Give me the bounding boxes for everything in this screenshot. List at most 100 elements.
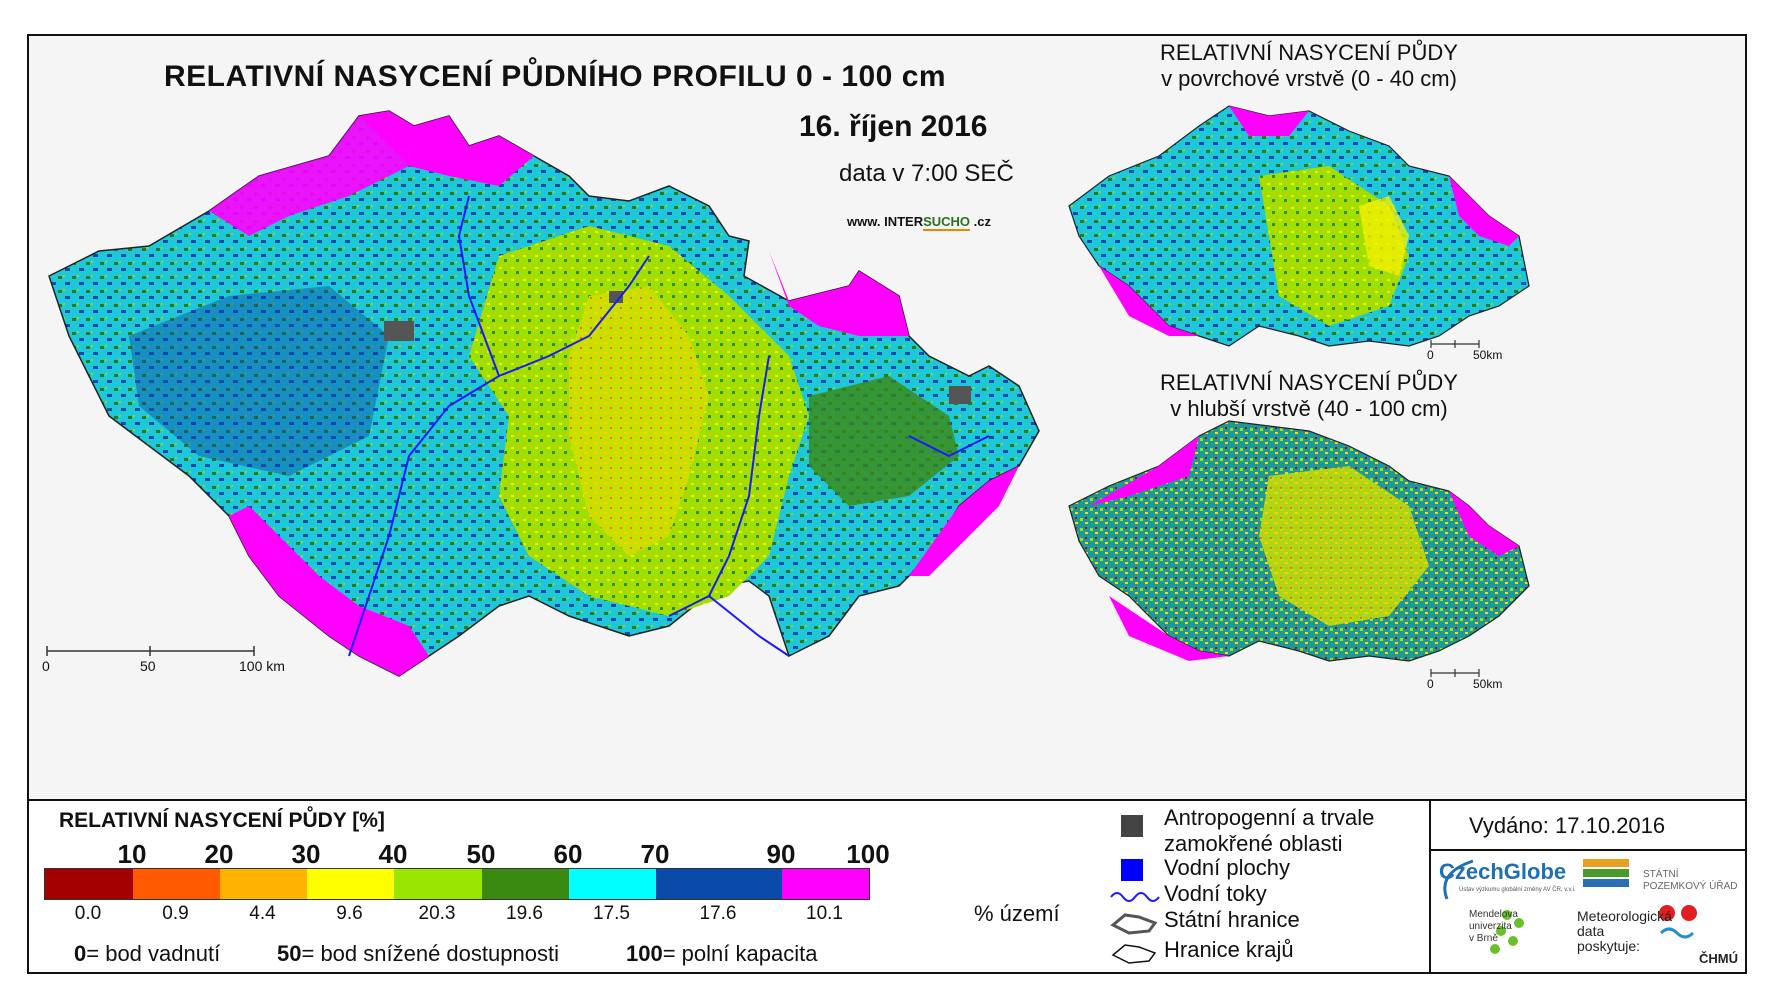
legend-percent-value: 17.5 — [593, 903, 630, 924]
legend-color-swatch — [133, 869, 220, 899]
czechglobe-logo-arc — [1443, 859, 1474, 900]
inset-top-title-line1: RELATIVNÍ NASYCENÍ PŮDY — [1160, 40, 1458, 65]
spu-logo-line2: POZEMKOVÝ ÚŘAD — [1643, 881, 1738, 892]
water-label: Vodní plochy — [1164, 855, 1290, 880]
map-time-note: data v 7:00 SEČ — [839, 160, 1014, 187]
legend-color-swatch — [394, 869, 482, 899]
inset-bottom-scale-50: 50km — [1473, 677, 1503, 691]
mendel-logo-dot — [1508, 936, 1518, 946]
main-scale-bar — [46, 646, 255, 656]
legend-color-swatch — [482, 869, 569, 899]
definition-capacity: 100= polní kapacita — [626, 941, 817, 967]
legend-tick-label: 20 — [204, 839, 234, 869]
inset-map-surface — [1068, 105, 1530, 347]
mendel-logo-line1: Mendelova — [1469, 909, 1518, 920]
main-scale-50: 50 — [140, 658, 156, 674]
map-panel: RELATIVNÍ NASYCENÍ PŮDNÍHO PROFILU 0 - 1… — [29, 36, 1745, 801]
legend-tick-label: 100 — [846, 839, 890, 869]
inset-bottom-title-line2: v hlubší vrstvě (40 - 100 cm) — [1170, 396, 1448, 421]
legend-percent-value: 9.6 — [336, 903, 363, 924]
website-suffix: .cz — [970, 214, 991, 229]
legend-percent-value: 10.1 — [806, 903, 843, 924]
spu-logo-bar2 — [1583, 869, 1629, 877]
mendel-logo: Mendelova univerzita v Brně — [1469, 909, 1518, 945]
legend-tick-label: 10 — [117, 839, 147, 869]
main-scale-0: 0 — [42, 658, 50, 674]
legend-percent-value: 20.3 — [418, 903, 456, 924]
chmu-logo: ČHMÚ — [1699, 951, 1738, 966]
legend-color-bar — [44, 868, 870, 900]
chmu-logo-wave — [1659, 927, 1695, 939]
main-map-svg — [46, 105, 1530, 677]
chmu-logo-dot — [1659, 905, 1675, 921]
mendel-logo-dot — [1496, 926, 1506, 936]
inset-top-title: RELATIVNÍ NASYCENÍ PŮDY v povrchové vrst… — [1129, 40, 1489, 92]
mendel-logo-dot — [1502, 910, 1512, 920]
website-link[interactable]: www. INTERSUCHO .cz — [847, 214, 991, 231]
legend-divider-horizontal — [1429, 849, 1745, 851]
website-highlight: SUCHO — [923, 214, 971, 231]
state-border-icon — [1110, 913, 1158, 935]
spu-logo-line1: STÁTNÍ — [1643, 869, 1679, 880]
definition-capacity-text: = polní kapacita — [662, 941, 818, 966]
definition-reduced: 50= bod snížené dostupnosti — [277, 941, 559, 967]
met-data-note: Meteorologická data poskytuje: — [1577, 909, 1672, 954]
definition-reduced-value: 50 — [277, 941, 302, 966]
main-map — [48, 110, 1040, 677]
map-date: 16. říjen 2016 — [799, 110, 988, 143]
legend-percent-unit: % území — [974, 901, 1060, 926]
border-symbols — [1110, 892, 1160, 964]
mendel-logo-line3: v Brně — [1469, 933, 1498, 944]
spu-logo-bar1 — [1583, 859, 1629, 867]
inset-bottom-title-line1: RELATIVNÍ NASYCENÍ PŮDY — [1160, 370, 1458, 395]
spu-logo: STÁTNÍ POZEMKOVÝ ÚŘAD — [1643, 869, 1737, 893]
water-swatch — [1121, 859, 1143, 881]
met-data-note-line2: data — [1577, 923, 1605, 939]
legend-tick-label: 30 — [291, 839, 321, 869]
legend-color-swatch — [220, 869, 307, 899]
mendel-logo-dot — [1514, 918, 1524, 928]
czechglobe-subtitle: Ústav výzkumu globální změny AV ČR, v.v.… — [1459, 887, 1576, 893]
met-data-note-line1: Meteorologická — [1577, 908, 1672, 924]
main-title: RELATIVNÍ NASYCENÍ PŮDNÍHO PROFILU 0 - 1… — [164, 60, 947, 93]
mendel-logo-line2: univerzita — [1469, 921, 1512, 932]
anthropogenic-swatch — [1121, 815, 1143, 837]
legend-color-swatch — [569, 869, 656, 899]
inset-bottom-scale-bar — [1430, 669, 1480, 677]
legend-percent-value: 17.6 — [699, 903, 737, 924]
inset-map-deep — [1068, 420, 1530, 662]
inset-top-scale-bar — [1430, 340, 1480, 348]
inset-bottom-title: RELATIVNÍ NASYCENÍ PŮDY v hlubší vrstvě … — [1129, 370, 1489, 422]
spu-logo-bar3 — [1583, 879, 1629, 887]
region-border-icon — [1111, 944, 1157, 964]
website-prefix: www. INTER — [847, 214, 924, 229]
met-data-note-line3: poskytuje: — [1577, 938, 1641, 954]
logo-graphics — [1443, 859, 1697, 954]
legend-tick-label: 40 — [378, 839, 408, 869]
issued-date: Vydáno: 17.10.2016 — [1469, 813, 1666, 838]
inset-top-scale-0: 0 — [1427, 348, 1434, 362]
legend-percent-value: 4.4 — [249, 903, 276, 924]
inset-top-title-line2: v povrchové vrstvě (0 - 40 cm) — [1161, 66, 1457, 91]
definition-wilting-text: = bod vadnutí — [86, 941, 221, 966]
legend-color-swatch — [45, 869, 133, 899]
mendel-logo-dot — [1490, 944, 1500, 954]
figure-frame: RELATIVNÍ NASYCENÍ PŮDNÍHO PROFILU 0 - 1… — [27, 34, 1747, 974]
legend-divider-vertical — [1429, 801, 1431, 972]
legend-tick-label: 90 — [766, 839, 796, 869]
rivers-label: Vodní toky — [1164, 881, 1267, 906]
legend-title: RELATIVNÍ NASYCENÍ PŮDY [%] — [59, 809, 385, 832]
inset-bottom-scale-0: 0 — [1427, 677, 1434, 691]
region-border-label: Hranice krajů — [1164, 937, 1294, 962]
anthropogenic-label-line2: zamokřené oblasti — [1164, 831, 1343, 856]
legend-panel: RELATIVNÍ NASYCENÍ PŮDY [%] 10 20 30 40 50 60… — [29, 801, 1745, 972]
legend-tick-label: 50 — [466, 839, 496, 869]
main-scale-100: 100 km — [239, 658, 285, 674]
czechglobe-logo: CzechGlobe — [1439, 859, 1567, 884]
anthropogenic-label-line1: Antropogenní a trvale — [1164, 805, 1375, 830]
definition-reduced-text: = bod snížené dostupnosti — [301, 941, 559, 966]
legend-color-swatch — [782, 869, 869, 899]
definition-wilting: 0= bod vadnutí — [74, 941, 220, 967]
anthropogenic-label: Antropogenní a trvale zamokřené oblasti — [1164, 805, 1374, 857]
legend-color-swatch — [656, 869, 782, 899]
